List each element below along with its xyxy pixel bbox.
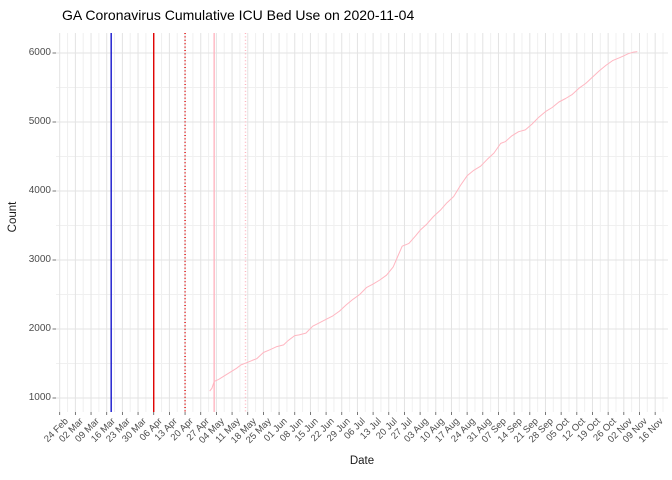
chart-title: GA Coronavirus Cumulative ICU Bed Use on… [62,7,415,23]
data-line-cumulative_icu_beds [209,51,638,392]
x-axis-title: Date [349,455,375,467]
y-tick-label: 2000 [28,323,51,334]
y-axis-title: Count [7,201,19,233]
y-tick-label: 4000 [28,185,51,196]
y-tick-label: 5000 [28,116,51,127]
y-tick-label: 6000 [28,47,51,58]
plot-area [52,33,668,415]
y-tick-label: 1000 [28,392,51,403]
y-tick-label: 3000 [28,254,51,265]
